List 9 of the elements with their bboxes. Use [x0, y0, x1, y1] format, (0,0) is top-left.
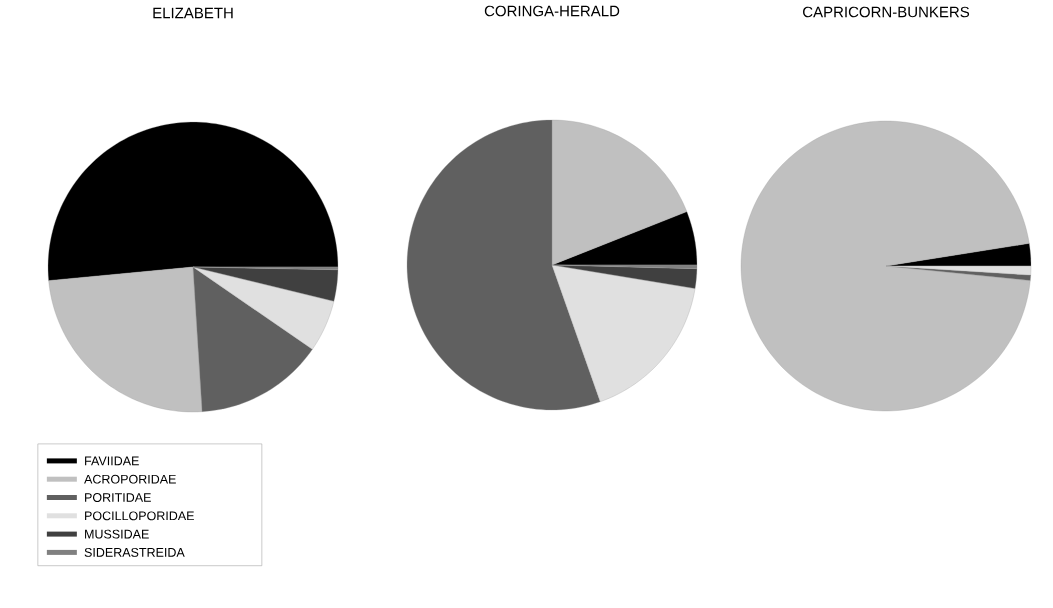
legend-label: MUSSIDAE [85, 529, 149, 539]
legend-label: PORITIDAE [85, 493, 151, 502]
legend-label: POCILLOPORIDAE [85, 511, 194, 521]
chart-title: CAPRICORN-BUNKERS [803, 6, 970, 18]
chart-title: ELIZABETH [153, 7, 233, 19]
legend-label: FAVIIDAE [85, 456, 139, 466]
legend-label: SIDERASTREIDA [84, 547, 185, 557]
chart-title: CORINGA-HERALD [484, 5, 620, 17]
legend-label: ACROPORIDAE [84, 474, 176, 484]
